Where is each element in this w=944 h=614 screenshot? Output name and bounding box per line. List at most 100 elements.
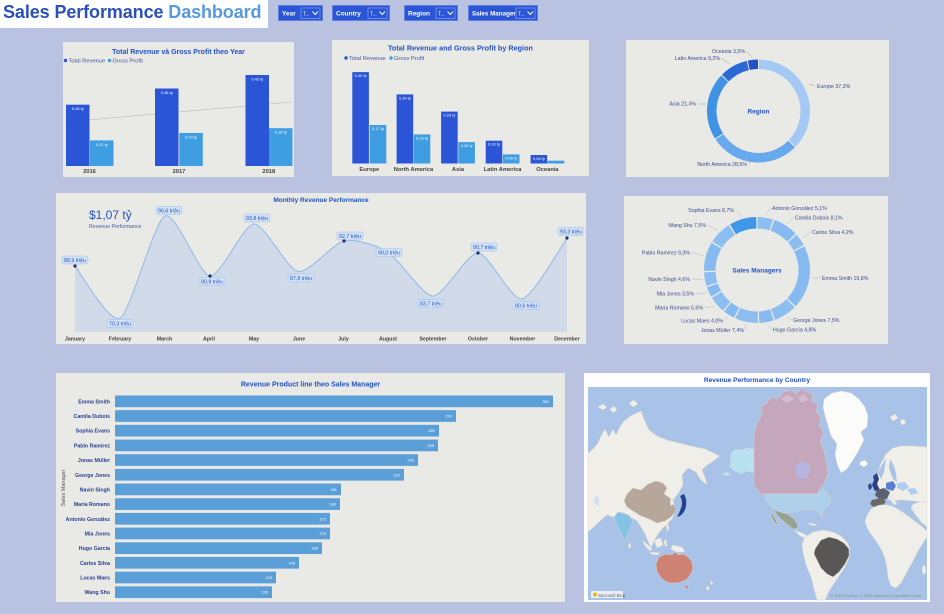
svg-text:0,06 tỷ: 0,06 tỷ <box>505 155 517 160</box>
svg-text:Maria Romano 5,5%: Maria Romano 5,5% <box>655 306 703 312</box>
svg-text:September: September <box>419 337 446 343</box>
svg-text:Carlos Silva: Carlos Silva <box>80 561 110 567</box>
svg-text:T...: T... <box>303 12 310 18</box>
svg-text:Emma Smith: Emma Smith <box>78 399 110 405</box>
svg-text:Revenue Product line theo Sale: Revenue Product line theo Sales Manager <box>241 382 381 389</box>
svg-text:Mia Jones 3,5%: Mia Jones 3,5% <box>657 292 695 298</box>
svg-text:0,04 tỷ: 0,04 tỷ <box>533 156 545 161</box>
svg-text:93,8 triệu: 93,8 triệu <box>246 216 268 222</box>
svg-text:Hugo García 4,8%: Hugo García 4,8% <box>773 328 817 334</box>
svg-text:Wang Shu 7,5%: Wang Shu 7,5% <box>668 223 706 229</box>
svg-text:0,28 tỷ: 0,28 tỷ <box>72 106 84 111</box>
svg-text:Year: Year <box>282 11 296 18</box>
svg-text:Hugo García: Hugo García <box>79 546 110 552</box>
svg-text:Maria Romano: Maria Romano <box>74 502 110 508</box>
svg-text:October: October <box>468 337 488 343</box>
svg-text:172: 172 <box>319 531 326 536</box>
svg-text:260: 260 <box>428 428 435 433</box>
svg-text:Camila Dubois: Camila Dubois <box>74 414 111 420</box>
svg-text:0,30 tỷ: 0,30 tỷ <box>399 95 411 100</box>
svg-text:North America 28,5%: North America 28,5% <box>697 162 747 168</box>
svg-text:Gross Profit: Gross Profit <box>113 59 144 65</box>
svg-text:Revenue Performance: Revenue Performance <box>89 224 142 230</box>
svg-text:80,9 triệu: 80,9 triệu <box>201 280 223 286</box>
svg-text:126: 126 <box>261 590 268 595</box>
svg-text:Total Revenue và Gross Profit: Total Revenue và Gross Profit theo Year <box>112 49 245 56</box>
svg-text:Camila Dubois 8,1%: Camila Dubois 8,1% <box>795 216 843 222</box>
svg-text:90,0 triệu: 90,0 triệu <box>378 251 400 257</box>
svg-text:Sales Manager: Sales Manager <box>472 11 516 18</box>
svg-text:Europe 37,3%: Europe 37,3% <box>817 84 851 90</box>
svg-text:Total Revenue: Total Revenue <box>349 56 386 62</box>
svg-text:0,13 tỷ: 0,13 tỷ <box>416 135 428 140</box>
svg-text:Asia 21,4%: Asia 21,4% <box>669 102 696 108</box>
svg-text:Jonas Müller: Jonas Müller <box>78 458 110 464</box>
svg-text:© 2025 TomTom, © 2025 Microsof: © 2025 TomTom, © 2025 Microsoft Corporat… <box>830 594 921 598</box>
svg-text:Lucas Maes: Lucas Maes <box>80 576 110 582</box>
svg-text:0,10 tỷ: 0,10 tỷ <box>461 143 473 148</box>
svg-text:0,17 tỷ: 0,17 tỷ <box>372 126 384 131</box>
svg-text:0,23 tỷ: 0,23 tỷ <box>443 113 455 118</box>
svg-text:87,8 triệu: 87,8 triệu <box>290 276 312 282</box>
svg-text:92,7 triệu: 92,7 triệu <box>339 234 361 240</box>
svg-text:Country: Country <box>336 11 361 18</box>
svg-text:232: 232 <box>393 472 400 477</box>
svg-text:November: November <box>510 337 536 343</box>
svg-text:Total Revenue and Gross Profit: Total Revenue and Gross Profit by Region <box>388 44 533 53</box>
svg-text:Carlos Silva 4,2%: Carlos Silva 4,2% <box>812 230 854 236</box>
svg-text:Mia Jones: Mia Jones <box>85 531 110 537</box>
svg-text:0,42 tỷ: 0,42 tỷ <box>251 77 263 82</box>
svg-text:Oceania: Oceania <box>536 167 559 173</box>
svg-text:February: February <box>109 337 132 343</box>
svg-text:181: 181 <box>330 487 337 492</box>
svg-text:0,18 tỷ: 0,18 tỷ <box>275 130 287 135</box>
svg-text:180: 180 <box>329 502 336 507</box>
svg-text:259: 259 <box>427 443 434 448</box>
svg-text:Sophia Evans 8,7%: Sophia Evans 8,7% <box>688 208 734 214</box>
svg-text:243: 243 <box>407 458 414 463</box>
svg-text:December: December <box>554 337 579 343</box>
svg-text:North America: North America <box>394 167 434 173</box>
svg-text:148: 148 <box>288 560 295 565</box>
svg-text:Navin Singh: Navin Singh <box>80 487 110 493</box>
svg-text:$1,07 tỷ: $1,07 tỷ <box>89 208 132 222</box>
svg-text:Antonio González 5,1%: Antonio González 5,1% <box>772 206 827 212</box>
svg-text:Sophia Evans: Sophia Evans <box>76 429 111 435</box>
svg-text:0,36 tỷ: 0,36 tỷ <box>161 90 173 95</box>
svg-text:August: August <box>379 337 397 343</box>
svg-text:George Jones: George Jones <box>75 473 110 479</box>
svg-text:Latin America 9,2%: Latin America 9,2% <box>675 56 721 62</box>
svg-text:Jonas Müller 7,4%: Jonas Müller 7,4% <box>701 328 745 334</box>
svg-text:Revenue Performance by Country: Revenue Performance by Country <box>704 377 811 384</box>
svg-text:0,10 tỷ: 0,10 tỷ <box>488 142 500 147</box>
svg-text:Microsoft Bing: Microsoft Bing <box>599 593 626 598</box>
svg-text:T...: T... <box>438 12 445 18</box>
svg-text:Region: Region <box>408 11 430 18</box>
svg-text:June: June <box>293 337 305 343</box>
svg-text:Gross Profit: Gross Profit <box>394 56 425 62</box>
svg-text:T...: T... <box>518 12 525 18</box>
svg-text:Latin America: Latin America <box>484 167 523 173</box>
svg-text:83,7 triệu: 83,7 triệu <box>420 302 442 308</box>
svg-text:Sales Manager: Sales Manager <box>61 469 67 506</box>
svg-text:Pablo Ramírez 9,3%: Pablo Ramírez 9,3% <box>642 251 690 257</box>
svg-text:88,9 triệu: 88,9 triệu <box>64 258 86 264</box>
svg-text:May: May <box>249 337 259 343</box>
svg-text:George Jones 7,5%: George Jones 7,5% <box>793 318 840 324</box>
svg-text:93,3 triệu: 93,3 triệu <box>560 230 582 236</box>
svg-text:0,40 tỷ: 0,40 tỷ <box>355 73 367 78</box>
svg-text:Pablo Ramírez: Pablo Ramírez <box>74 443 111 449</box>
svg-text:352: 352 <box>542 399 549 404</box>
svg-text:Lucas Maes 4,0%: Lucas Maes 4,0% <box>681 319 723 325</box>
svg-text:March: March <box>157 337 172 343</box>
svg-text:2018: 2018 <box>262 169 276 175</box>
svg-text:Total Revenue: Total Revenue <box>69 59 106 65</box>
svg-text:Oceania 3,5%: Oceania 3,5% <box>712 49 745 55</box>
svg-text:172: 172 <box>319 516 326 521</box>
svg-text:274: 274 <box>445 414 452 419</box>
svg-text:2017: 2017 <box>173 169 186 175</box>
svg-text:July: July <box>338 337 349 343</box>
svg-text:0,15 tỷ: 0,15 tỷ <box>185 135 197 140</box>
svg-text:Region: Region <box>747 109 769 116</box>
svg-text:96,6 triệu: 96,6 triệu <box>158 209 180 215</box>
